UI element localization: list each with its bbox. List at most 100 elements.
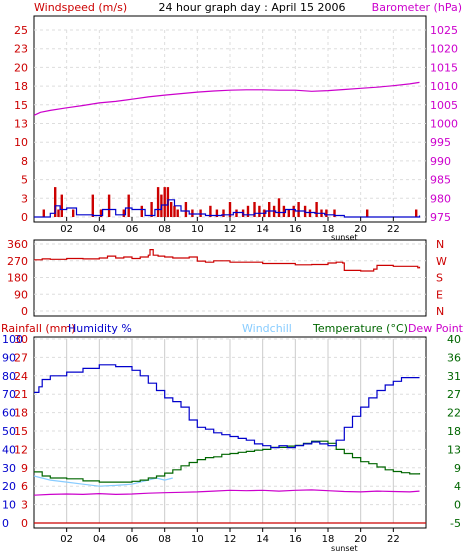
windspeed-bar — [122, 209, 125, 217]
windspeed-bar — [107, 194, 111, 217]
humidity-tick-label: 50 — [2, 425, 16, 438]
windspeed-bar — [292, 205, 295, 217]
windspeed-bar — [127, 194, 130, 217]
windspeed-bar — [325, 209, 328, 217]
windspeed-bar — [315, 202, 318, 217]
windspeed-bar — [246, 205, 250, 217]
compass-tick-label: N — [436, 238, 444, 251]
windspeed-bar — [258, 205, 261, 217]
graph-title: 24 hour graph day : April 15 2006 — [159, 1, 346, 14]
windspeed-bar — [222, 209, 225, 217]
climate-hour-label: 02 — [60, 534, 73, 545]
temperature-line — [34, 440, 421, 483]
temperature-tick-label: 31 — [447, 370, 461, 383]
windspeed-bar — [184, 202, 188, 217]
windspeed-bar — [308, 209, 312, 217]
rainfall-axis-title: Rainfall (mm) — [1, 322, 75, 335]
barometer-tick-label: 985 — [430, 174, 451, 187]
climate-hour-label: 20 — [354, 534, 367, 545]
humidity-line — [34, 364, 420, 449]
humidity-tick-label: 0 — [2, 517, 9, 530]
windspeed-bar — [277, 198, 281, 217]
wind-hour-label: 06 — [126, 224, 139, 235]
temperature-tick-label: 4 — [454, 480, 461, 493]
windspeed-bar — [415, 209, 418, 217]
climate-hour-label: 10 — [191, 534, 204, 545]
humidity-tick-label: 30 — [2, 462, 16, 475]
direction-panel-frame — [33, 239, 427, 317]
windspeed-bar — [57, 209, 60, 217]
compass-tick-label: N — [436, 305, 444, 318]
windspeed-tick-label: 18 — [14, 80, 28, 93]
windspeed-bar — [209, 205, 212, 217]
windspeed-bar — [191, 209, 194, 217]
rainfall-tick-label: 24 — [14, 370, 28, 383]
temperature-tick-label: 18 — [447, 425, 461, 438]
windspeed-bar — [150, 202, 153, 217]
rainfall-tick-label: 6 — [21, 480, 28, 493]
barometer-tick-label: 980 — [430, 192, 451, 205]
rainfall-tick-label: 18 — [14, 407, 28, 420]
wind-sunset-label: sunset — [331, 233, 358, 242]
windspeed-tick-label: 23 — [14, 43, 28, 56]
windspeed-bar — [235, 209, 238, 217]
windspeed-tick-label: 5 — [21, 174, 28, 187]
rainfall-tick-label: 0 — [21, 517, 28, 530]
humidity-tick-label: 100 — [2, 333, 23, 346]
windspeed-tick-label: 8 — [21, 155, 28, 168]
windspeed-tick-label: 10 — [14, 136, 28, 149]
temperature-axis-title: Temperature (°C) — [312, 322, 408, 335]
windspeed-tick-label: 15 — [14, 99, 28, 112]
direction-tick-label: 90 — [14, 288, 28, 301]
windspeed-bar — [333, 209, 336, 217]
humidity-tick-label: 90 — [2, 351, 16, 364]
barometer-line — [33, 81, 420, 116]
climate-hour-label: 06 — [126, 534, 139, 545]
humidity-axis-title: Humidity % — [68, 322, 132, 335]
climate-hour-label: 18 — [322, 534, 335, 545]
windspeed-bar — [253, 202, 256, 217]
wind-panel-frame — [33, 15, 427, 223]
chart-layer: 2523201815131085301025102010151010100510… — [2, 24, 461, 553]
wind-hour-label: 20 — [354, 224, 367, 235]
rainfall-tick-label: 27 — [14, 351, 28, 364]
temperature-tick-label: 0 — [454, 499, 461, 512]
windchill-line — [33, 475, 173, 487]
dewpoint-line — [33, 489, 420, 496]
windspeed-bar — [42, 209, 45, 217]
direction-tick-label: 270 — [7, 255, 28, 268]
direction-tick-label: 180 — [7, 272, 28, 285]
rainfall-tick-label: 12 — [14, 443, 28, 456]
windspeed-tick-label: 0 — [21, 211, 28, 224]
temperature-tick-label: 9 — [454, 462, 461, 475]
wind-hour-label: 02 — [60, 224, 73, 235]
rainfall-tick-label: 9 — [21, 462, 28, 475]
windspeed-tick-label: 13 — [14, 118, 28, 131]
rainfall-tick-label: 21 — [14, 388, 28, 401]
windspeed-bar — [287, 209, 290, 217]
barometer-tick-label: 1000 — [430, 118, 458, 131]
barometer-tick-label: 1005 — [430, 99, 458, 112]
wind-hour-label: 08 — [158, 224, 171, 235]
humidity-tick-label: 80 — [2, 370, 16, 383]
climate-hour-label: 14 — [256, 534, 269, 545]
wind-hour-label: 16 — [289, 224, 302, 235]
windspeed-bar — [54, 187, 57, 217]
rainfall-tick-label: 30 — [14, 333, 28, 346]
climate-hour-label: 08 — [158, 534, 171, 545]
windspeed-bar — [60, 194, 63, 217]
temperature-tick-label: 13 — [447, 443, 461, 456]
barometer-axis-title: Barometer (hPa) — [372, 1, 462, 14]
temperature-tick-label: -5 — [450, 517, 461, 530]
humidity-tick-label: 60 — [2, 407, 16, 420]
windspeed-bar — [173, 205, 176, 217]
windspeed-bar — [366, 209, 369, 217]
temperature-tick-label: 22 — [447, 407, 461, 420]
windspeed-bar — [72, 209, 75, 217]
windspeed-tick-label: 3 — [21, 192, 28, 205]
windspeed-bar — [228, 202, 232, 217]
climate-sunset-label: sunset — [331, 544, 358, 553]
temperature-tick-label: 40 — [447, 333, 461, 346]
wind-hour-label: 04 — [93, 224, 106, 235]
